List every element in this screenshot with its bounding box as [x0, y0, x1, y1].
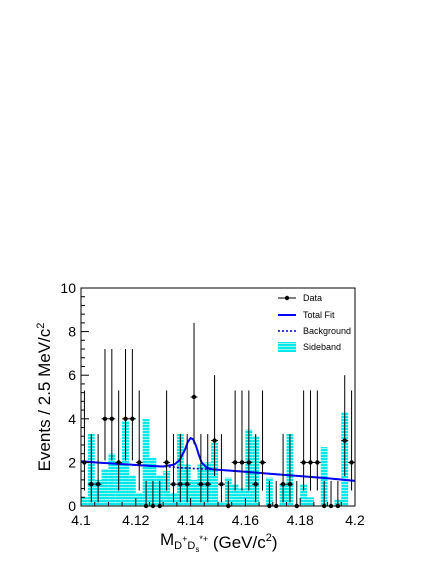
x-axis-title-unit-end: ) — [272, 533, 278, 552]
x-axis-title: MD+Ds*+ (GeV/c2) — [160, 530, 278, 554]
x-axis-title-sup1: + — [182, 534, 187, 544]
sideband-bar — [300, 484, 308, 506]
legend-entry-sideband: Sideband — [278, 342, 341, 352]
sideband-bar — [128, 475, 136, 506]
sideband-bar — [307, 497, 314, 506]
fit-curves — [80, 436, 356, 482]
sideband-bar — [238, 488, 246, 506]
y-tick-label: 4 — [68, 411, 76, 427]
sideband-bar — [142, 418, 150, 506]
x-tick-label: 4.2 — [345, 512, 365, 528]
sideband-bar — [190, 479, 198, 506]
data-point — [287, 482, 293, 487]
x-axis-title-sub3: s — [195, 545, 199, 554]
data-point — [123, 416, 128, 421]
data-point — [184, 482, 190, 487]
y-axis-title-sup: 2 — [35, 323, 47, 329]
y-tick-label: 0 — [68, 498, 76, 514]
y-tick-label: 10 — [60, 280, 76, 296]
sideband-bar — [135, 492, 143, 506]
x-tick-label: 4.14 — [177, 512, 204, 528]
x-axis-title-unit-sup: 2 — [266, 532, 272, 544]
data-point — [95, 482, 101, 487]
legend-entry-data: Data — [278, 293, 322, 303]
legend-label-data: Data — [303, 293, 322, 303]
legend-entry-background: Background — [278, 326, 351, 336]
sideband-bar — [108, 453, 116, 506]
x-axis-title-main: M — [160, 530, 174, 549]
data-point — [102, 416, 108, 421]
y-axis-title-main: Events / 2.5 MeV/c — [35, 328, 54, 471]
data-point — [308, 460, 313, 465]
data-point — [301, 460, 306, 465]
data-point — [246, 460, 252, 465]
x-axis-title-sub1: D — [174, 540, 182, 552]
data-point — [280, 482, 286, 487]
sideband-bar — [218, 501, 225, 506]
legend-label-sideband: Sideband — [303, 342, 341, 352]
sideband-bar — [81, 497, 88, 506]
x-axis-title-sub2: D — [187, 540, 195, 552]
x-tick-label: 4.18 — [287, 512, 314, 528]
data-point — [171, 482, 176, 487]
data-points — [81, 322, 355, 509]
data-point — [315, 460, 320, 465]
data-point — [219, 482, 224, 487]
sideband-bar — [101, 468, 109, 506]
sideband-bar — [320, 447, 328, 506]
x-tick-label: 4.1 — [71, 512, 91, 528]
data-point — [89, 482, 94, 487]
data-point — [205, 482, 210, 487]
data-point — [137, 460, 142, 465]
legend-data-marker — [284, 295, 290, 301]
data-point — [349, 460, 354, 465]
x-tick-label: 4.16 — [232, 512, 259, 528]
data-point — [116, 460, 121, 465]
data-point — [191, 394, 197, 400]
x-tick-label: 4.12 — [122, 512, 149, 528]
data-point — [212, 438, 217, 443]
y-tick-label: 6 — [68, 367, 76, 383]
data-point — [130, 416, 135, 421]
y-tick-label: 8 — [68, 324, 76, 340]
total-fit-curve — [80, 436, 356, 482]
legend-label-total-fit: Total Fit — [303, 310, 335, 320]
legend: Data Total Fit Background Sideband — [278, 293, 351, 352]
legend-label-background: Background — [303, 326, 351, 336]
axes: 4.1 4.12 4.14 4.16 4.18 4.2 0 2 4 6 8 10 — [60, 280, 365, 528]
y-tick-label: 2 — [68, 454, 76, 470]
data-point — [109, 416, 115, 421]
legend-entry-total-fit: Total Fit — [278, 310, 335, 320]
x-axis-title-unit: (GeV/c — [208, 533, 266, 552]
sideband-bar — [231, 484, 239, 506]
data-point — [198, 482, 204, 487]
data-point — [253, 482, 258, 487]
x-axis-title-sup2: *+ — [199, 534, 208, 544]
legend-sideband-swatch — [278, 342, 296, 352]
data-point — [260, 460, 265, 465]
data-point — [164, 460, 169, 465]
y-axis-title: Events / 2.5 MeV/c2 — [35, 323, 54, 472]
data-point — [232, 460, 238, 465]
data-point — [178, 482, 183, 487]
data-point — [239, 460, 245, 465]
data-point — [342, 438, 347, 443]
